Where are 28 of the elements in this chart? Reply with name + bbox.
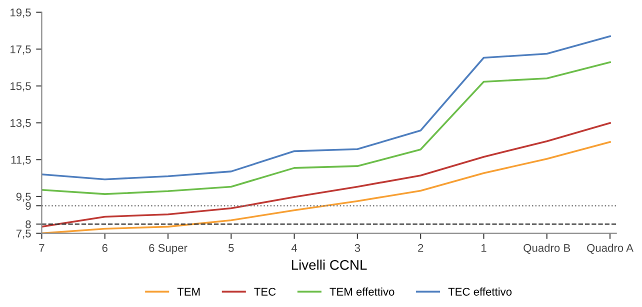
x-tick-label: Quadro B <box>524 244 570 254</box>
y-tick-label: 13,5 <box>10 119 31 128</box>
x-tick-label: 6 Super <box>149 244 188 254</box>
y-tick-label: 15,5 <box>10 82 31 92</box>
x-tick-label: 1 <box>481 244 486 252</box>
y-tick-label: 9 <box>26 202 31 210</box>
y-tick-label: 9,5 <box>16 192 31 202</box>
line-series <box>42 141 611 234</box>
line-series <box>42 61 611 195</box>
x-tick-label: 7 <box>39 244 44 252</box>
legend-label: TEM effettivo <box>330 288 394 296</box>
x-axis-title: Livelli CCNL <box>292 260 367 270</box>
line-series <box>42 35 611 180</box>
y-tick-label: 11,5 <box>11 156 31 166</box>
legend-label: TEC <box>254 288 276 296</box>
x-tick-label: 3 <box>354 244 360 252</box>
x-tick-label: 5 <box>228 244 234 252</box>
legend-label: TEC effettivo <box>448 288 512 296</box>
x-tick-label: 4 <box>291 244 298 252</box>
y-tick-label: 8 <box>26 220 31 228</box>
line-series <box>42 122 611 228</box>
x-tick-label: 2 <box>418 244 424 252</box>
legend-label: TEM <box>177 288 200 296</box>
y-tick-label: 17,5 <box>10 46 31 55</box>
y-tick-label: 19,5 <box>10 8 31 18</box>
x-tick-label: Quadro A <box>587 244 634 254</box>
y-tick-label: 7,5 <box>16 230 31 239</box>
x-tick-label: 6 <box>102 244 108 252</box>
